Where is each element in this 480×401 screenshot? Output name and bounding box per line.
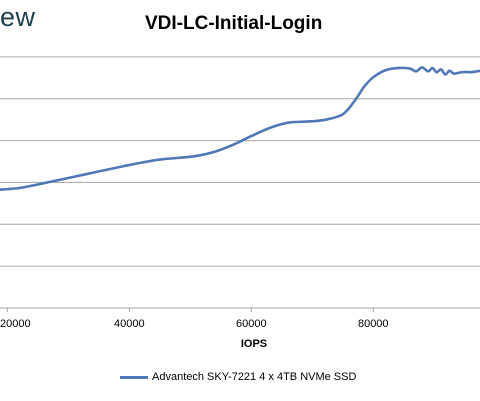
x-tick-label-60000: 60000 [236,318,267,330]
legend: Advantech SKY-7221 4 x 4TB NVMe SSD [120,371,356,383]
x-tick-label-20000: 20000 [0,318,31,330]
legend-swatch [120,375,148,379]
brand-logo: ew [0,2,36,32]
x-axis-ticks: 20000 40000 60000 80000 [0,308,389,330]
x-tick-label-40000: 40000 [114,318,145,330]
chart-title: VDI-LC-Initial-Login [145,13,323,34]
x-axis-title: IOPS [241,338,267,350]
series-line-0 [0,66,480,191]
series-layer [0,66,480,191]
legend-label: Advantech SKY-7221 4 x 4TB NVMe SSD [152,371,357,383]
gridlines [0,56,480,309]
x-tick-label-80000: 80000 [358,318,389,330]
